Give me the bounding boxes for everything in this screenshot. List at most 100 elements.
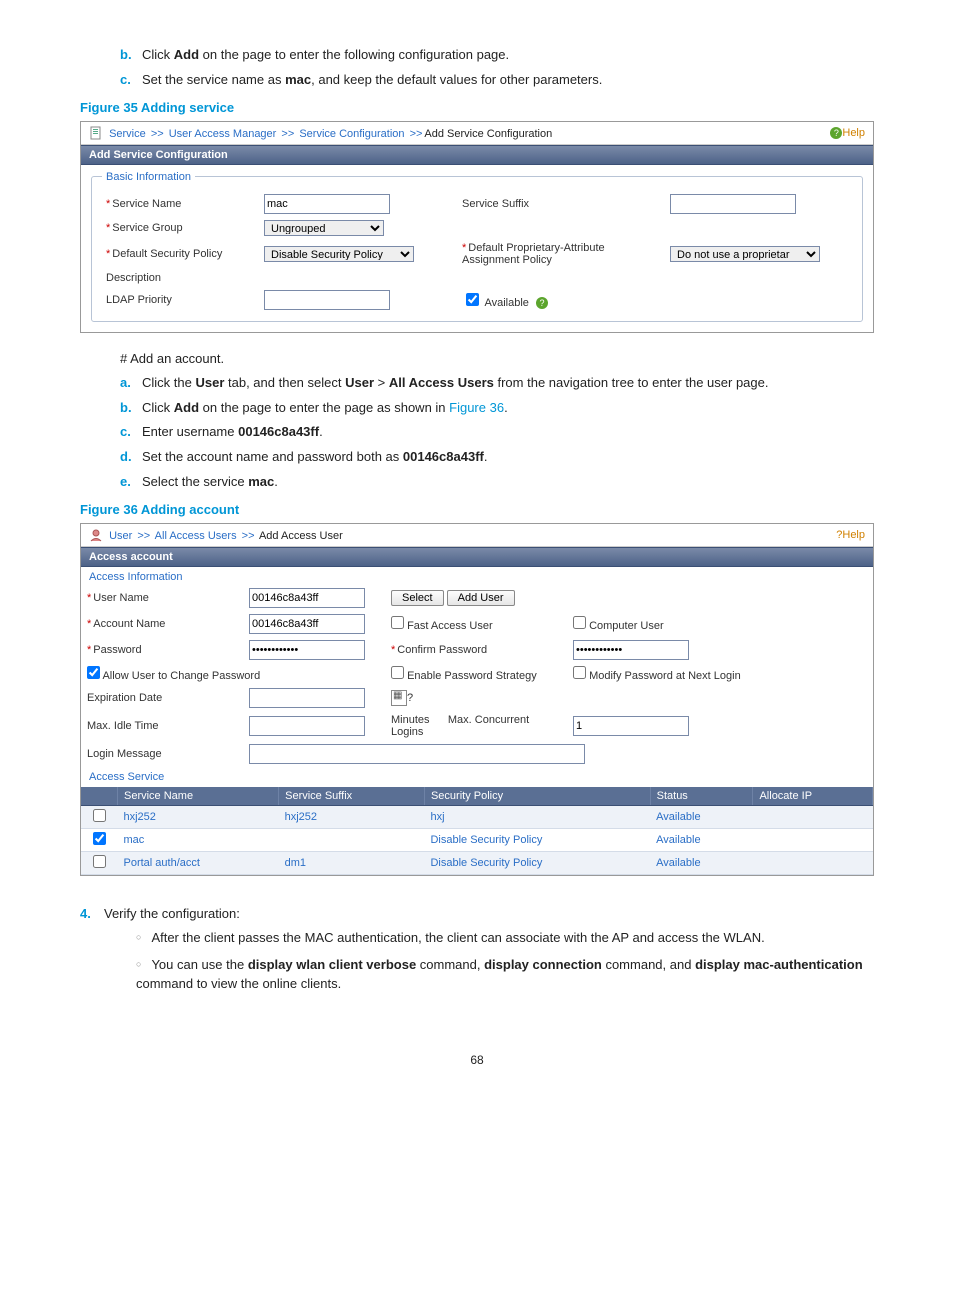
crumb-uam[interactable]: User Access Manager — [169, 128, 277, 140]
max-idle-input[interactable] — [249, 716, 365, 736]
help-icon: ? — [830, 127, 842, 139]
default-prop-select[interactable]: Do not use a proprietar — [670, 246, 820, 262]
service-name-input[interactable] — [264, 194, 390, 214]
help-icon[interactable]: ? — [536, 297, 548, 309]
service-suffix-input[interactable] — [670, 194, 796, 214]
section-access-service: Access Service — [81, 767, 873, 785]
fig36-caption: Figure 36 Adding account — [80, 502, 874, 517]
available-checkbox[interactable] — [466, 293, 479, 306]
fig35-breadcrumb: Service >> User Access Manager >> Servic… — [89, 126, 552, 140]
lbl-expiration: Expiration Date — [87, 692, 162, 704]
cell-security-policy: Disable Security Policy — [424, 851, 650, 874]
default-sec-select[interactable]: Disable Security Policy — [264, 246, 414, 262]
cell-status: Available — [650, 805, 753, 828]
cell-service-suffix: hxj252 — [279, 805, 425, 828]
cell-security-policy: hxj — [424, 805, 650, 828]
max-concurrent-input[interactable] — [573, 716, 689, 736]
lbl-service-name: Service Name — [112, 198, 181, 210]
cell-service-name: Portal auth/acct — [118, 851, 279, 874]
account-name-input[interactable] — [249, 614, 365, 634]
cell-security-policy: Disable Security Policy — [424, 828, 650, 851]
lbl-modify-next: Modify Password at Next Login — [589, 670, 741, 682]
hash-add-account: # Add an account. — [120, 351, 874, 366]
username-input[interactable] — [249, 588, 365, 608]
table-row: Portal auth/acctdm1Disable Security Poli… — [81, 851, 873, 874]
allow-change-checkbox[interactable] — [87, 666, 100, 679]
login-message-input[interactable] — [249, 744, 585, 764]
step-4-num: 4. — [80, 906, 104, 921]
expiration-input[interactable] — [249, 688, 365, 708]
cell-service-name: mac — [118, 828, 279, 851]
row-checkbox[interactable] — [93, 809, 106, 822]
verify-bullet-1: After the client passes the MAC authenti… — [151, 930, 764, 945]
fig36-breadcrumb: User >> All Access Users >> Add Access U… — [89, 528, 343, 542]
row-checkbox[interactable] — [93, 855, 106, 868]
table-row: hxj252hxj252hxjAvailable — [81, 805, 873, 828]
cell-allocate-ip — [753, 851, 873, 874]
help-link[interactable]: ?Help — [826, 127, 865, 139]
document-icon — [89, 126, 103, 140]
cell-status: Available — [650, 828, 753, 851]
cell-service-suffix: dm1 — [279, 851, 425, 874]
crumb-all[interactable]: All Access Users — [155, 530, 237, 542]
user-icon — [89, 528, 103, 542]
acct-step-b: Click Add on the page to enter the page … — [142, 400, 508, 415]
fig35-caption: Figure 35 Adding service — [80, 100, 874, 115]
section-access-info: Access Information — [81, 567, 873, 585]
lbl-service-group: Service Group — [112, 222, 182, 234]
lbl-ldap: LDAP Priority — [106, 294, 172, 306]
password-input[interactable] — [249, 640, 365, 660]
computer-user-checkbox[interactable] — [573, 616, 586, 629]
intro-step-b: Click Add on the page to enter the follo… — [142, 47, 509, 62]
verify-bullets: After the client passes the MAC authenti… — [80, 929, 874, 994]
service-group-select[interactable]: Ungrouped — [264, 220, 384, 236]
lbl-computer-user: Computer User — [589, 620, 664, 632]
ldap-priority-input[interactable] — [264, 290, 390, 310]
help-icon[interactable]: ? — [407, 692, 413, 704]
select-button[interactable]: Select — [391, 590, 444, 606]
verify-bullet-2: You can use the display wlan client verb… — [136, 957, 863, 991]
help-link[interactable]: ?Help — [836, 529, 865, 541]
add-user-button[interactable]: Add User — [447, 590, 515, 606]
fig36-screenshot: User >> All Access Users >> Add Access U… — [80, 523, 874, 876]
intro-step-c: Set the service name as mac, and keep th… — [142, 72, 602, 87]
crumb-svcconf[interactable]: Service Configuration — [299, 128, 404, 140]
fast-access-checkbox[interactable] — [391, 616, 404, 629]
enable-strategy-checkbox[interactable] — [391, 666, 404, 679]
lbl-max-idle: Max. Idle Time — [87, 720, 159, 732]
crumb-add: Add Service Configuration — [424, 128, 552, 140]
fig35-screenshot: Service >> User Access Manager >> Servic… — [80, 121, 874, 333]
cell-service-suffix — [279, 828, 425, 851]
acct-step-e: Select the service mac. — [142, 474, 278, 489]
service-grid: Service Name Service Suffix Security Pol… — [81, 787, 873, 875]
lbl-login-message: Login Message — [87, 748, 162, 760]
col-status: Status — [650, 787, 753, 806]
modify-next-checkbox[interactable] — [573, 666, 586, 679]
lbl-service-suffix: Service Suffix — [462, 198, 529, 210]
lbl-password: Password — [93, 644, 141, 656]
crumb-user[interactable]: User — [109, 530, 132, 542]
crumb-service[interactable]: Service — [109, 128, 146, 140]
lbl-minutes: Minutes — [391, 714, 430, 726]
confirm-password-input[interactable] — [573, 640, 689, 660]
lbl-enable-strategy: Enable Password Strategy — [407, 670, 537, 682]
page-number: 68 — [80, 1053, 874, 1067]
row-checkbox[interactable] — [93, 832, 106, 845]
cell-allocate-ip — [753, 828, 873, 851]
lbl-fast-access: Fast Access User — [407, 620, 493, 632]
col-service-suffix: Service Suffix — [279, 787, 425, 806]
fig35-titlebar: Add Service Configuration — [81, 145, 873, 165]
lbl-confirm-password: Confirm Password — [397, 644, 487, 656]
cell-status: Available — [650, 851, 753, 874]
acct-step-c: Enter username 00146c8a43ff. — [142, 424, 323, 439]
crumb-add-user: Add Access User — [259, 530, 343, 542]
intro-steps-list: b.Click Add on the page to enter the fol… — [80, 46, 874, 90]
cell-allocate-ip — [753, 805, 873, 828]
lbl-default-sec: Default Security Policy — [112, 248, 222, 260]
lbl-available: Available — [484, 297, 528, 309]
col-security-policy: Security Policy — [424, 787, 650, 806]
acct-step-d: Set the account name and password both a… — [142, 449, 487, 464]
calendar-icon[interactable] — [391, 690, 407, 706]
lbl-allow-change: Allow User to Change Password — [102, 670, 260, 682]
col-service-name: Service Name — [118, 787, 279, 806]
